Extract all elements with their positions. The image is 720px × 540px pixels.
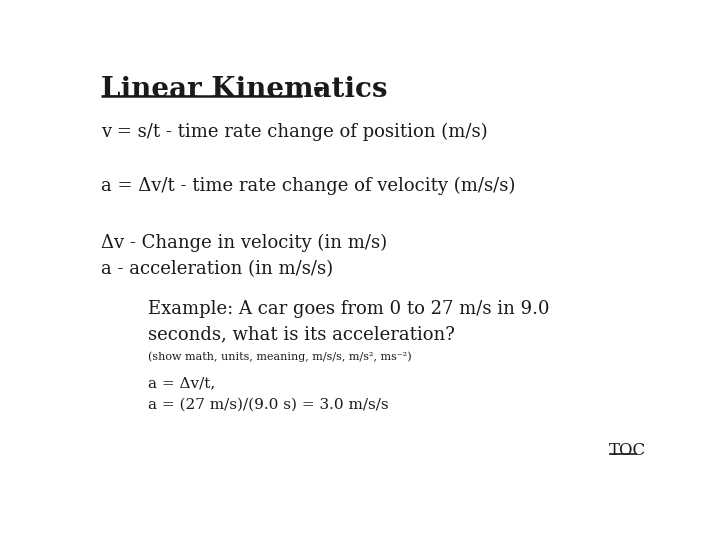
Text: Δv - Change in velocity (in m/s): Δv - Change in velocity (in m/s) bbox=[101, 234, 387, 252]
Text: a = Δv/t,: a = Δv/t, bbox=[148, 377, 215, 390]
Text: a - acceleration (in m/s/s): a - acceleration (in m/s/s) bbox=[101, 260, 333, 278]
Text: (show math, units, meaning, m/s/s, m/s², ms⁻²): (show math, units, meaning, m/s/s, m/s²,… bbox=[148, 351, 412, 362]
Text: a = Δv/t - time rate change of velocity (m/s/s): a = Δv/t - time rate change of velocity … bbox=[101, 177, 516, 195]
Text: seconds, what is its acceleration?: seconds, what is its acceleration? bbox=[148, 325, 455, 343]
Text: v = s/t - time rate change of position (m/s): v = s/t - time rate change of position (… bbox=[101, 123, 487, 141]
Text: -: - bbox=[303, 76, 324, 103]
Text: Example: A car goes from 0 to 27 m/s in 9.0: Example: A car goes from 0 to 27 m/s in … bbox=[148, 300, 549, 318]
Text: TOC: TOC bbox=[609, 442, 647, 459]
Text: a = (27 m/s)/(9.0 s) = 3.0 m/s/s: a = (27 m/s)/(9.0 s) = 3.0 m/s/s bbox=[148, 397, 389, 411]
Text: Linear Kinematics: Linear Kinematics bbox=[101, 76, 387, 103]
